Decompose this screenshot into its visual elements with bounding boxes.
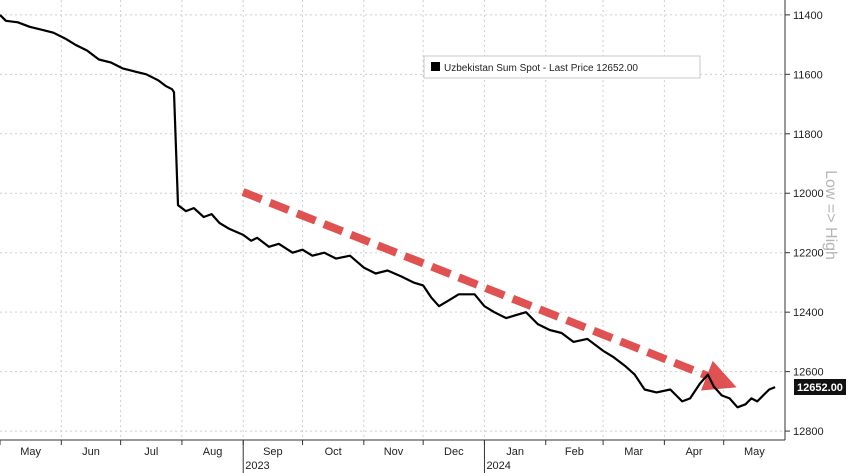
last-price-box xyxy=(794,379,846,395)
y-tick-label: 12800 xyxy=(793,426,824,438)
y-tick-label: 12000 xyxy=(793,188,824,200)
series-line xyxy=(0,14,776,409)
y-tick-label: 11800 xyxy=(793,129,823,141)
legend-box xyxy=(423,55,701,79)
series-layer xyxy=(0,14,776,409)
x-tick-label: Aug xyxy=(203,446,223,458)
trend-arrow xyxy=(241,188,737,391)
y-tick-label: 12400 xyxy=(793,307,824,319)
x-tick-label: Nov xyxy=(384,446,404,458)
x-year-label: 2024 xyxy=(486,460,510,472)
legend-swatch xyxy=(431,62,440,71)
y-tick-label: 11400 xyxy=(793,10,823,22)
y-axis-caption: Low => High xyxy=(822,170,839,260)
x-tick-label: May xyxy=(20,446,41,458)
x-tick-label: Sep xyxy=(263,446,283,458)
x-tick-label: Jan xyxy=(506,446,524,458)
x-tick-label: Mar xyxy=(624,446,643,458)
y-tick-label: 11600 xyxy=(793,69,823,81)
x-tick-label: Apr xyxy=(685,446,702,458)
legend-label: Uzbekistan Sum Spot - Last Price 12652.0… xyxy=(444,63,638,74)
x-tick-label: Feb xyxy=(565,446,584,458)
x-tick-label: Jul xyxy=(144,446,158,458)
legend: Uzbekistan Sum Spot - Last Price 12652.0… xyxy=(423,55,701,79)
y-tick-label: 12200 xyxy=(793,248,824,260)
x-axis: May Jun Jul Aug Sep Oct Nov Dec Jan Feb Mar Apr May 2… xyxy=(0,439,785,473)
x-tick-label: Dec xyxy=(444,446,464,458)
y-tick-label: 12600 xyxy=(793,367,824,379)
x-tick-label: May xyxy=(744,446,765,458)
last-price-badge: 12652.00 xyxy=(794,379,846,395)
y-axis: 11400 11600 11800 12000 12200 12400 12600 12800 xyxy=(784,0,824,440)
x-tick-label: Jun xyxy=(82,446,100,458)
x-tick-label: Oct xyxy=(325,446,342,458)
chart-grid xyxy=(0,0,785,440)
x-year-label: 2023 xyxy=(245,460,269,472)
last-price-label: 12652.00 xyxy=(797,382,843,394)
